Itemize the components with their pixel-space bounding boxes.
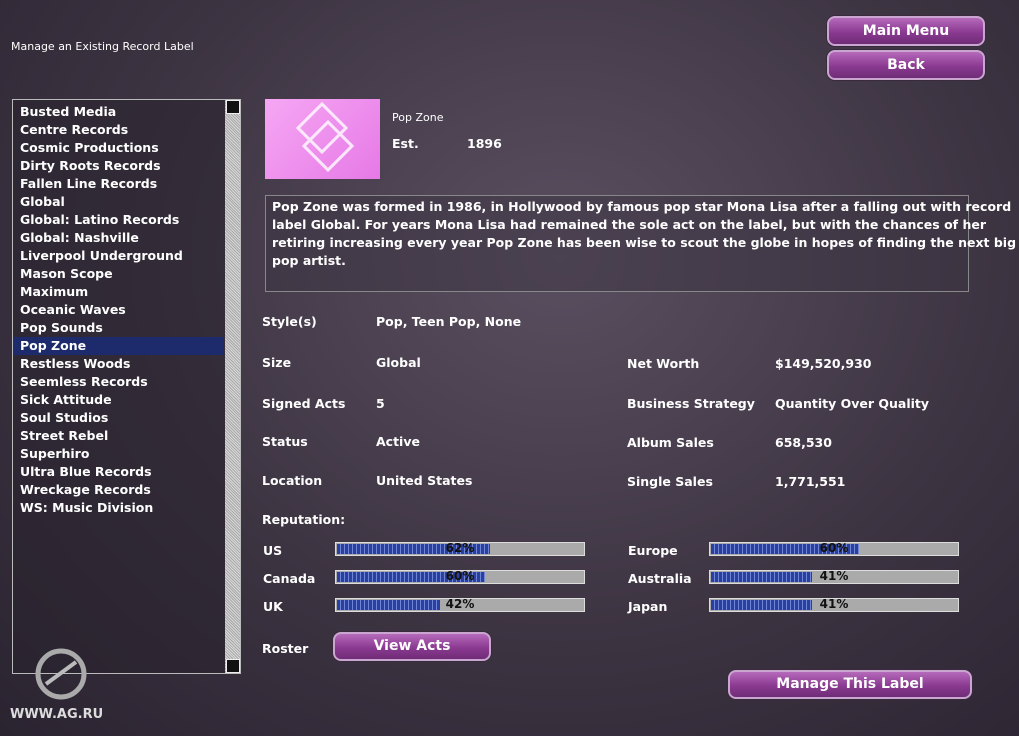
reputation-bar: 41% [709, 569, 959, 584]
reputation-bar: 42% [335, 597, 585, 612]
watermark: WWW.AG.RU [10, 707, 104, 722]
field-label: Location [262, 473, 323, 488]
reputation-title: Reputation: [262, 512, 346, 527]
label-name: Pop Zone [392, 111, 444, 124]
scroll-up[interactable] [226, 100, 240, 114]
field-label: Net Worth [627, 356, 700, 371]
field-value: 5 [376, 396, 385, 411]
label-item[interactable]: Oceanic Waves [20, 302, 126, 317]
reputation-bar: 41% [709, 597, 959, 612]
label-item[interactable]: Seemless Records [20, 374, 148, 389]
reputation-percent: 42% [445, 597, 475, 611]
label-item[interactable]: Restless Woods [20, 356, 131, 371]
label-item[interactable]: Soul Studios [20, 410, 109, 425]
reputation-percent: 62% [445, 541, 475, 555]
field-label: Album Sales [627, 435, 714, 450]
reputation-percent: 60% [819, 541, 849, 555]
label-item[interactable]: Global: Nashville [20, 230, 139, 245]
reputation-fill [711, 600, 812, 610]
label-item[interactable]: Pop Zone [13, 337, 224, 355]
scrollbar[interactable] [225, 100, 240, 673]
label-item[interactable]: Global: Latino Records [20, 212, 180, 227]
logo-mark [35, 648, 87, 700]
roster-label: Roster [262, 641, 309, 656]
field-label: Status [262, 434, 308, 449]
field-label: Style(s) [262, 314, 317, 329]
field-value: Active [376, 434, 420, 449]
label-item[interactable]: Global [20, 194, 65, 209]
est-label: Est. [392, 136, 419, 151]
scroll-down[interactable] [226, 659, 240, 673]
label-item[interactable]: Ultra Blue Records [20, 464, 152, 479]
label-item[interactable]: Superhiro [20, 446, 90, 461]
description-box: Pop Zone was formed in 1986, in Hollywoo… [265, 195, 1016, 292]
field-value: 1,771,551 [775, 474, 846, 489]
reputation-fill [711, 572, 812, 582]
reputation-percent: 41% [819, 569, 849, 583]
label-item[interactable]: Pop Sounds [20, 320, 103, 335]
label-item[interactable]: Wreckage Records [20, 482, 151, 497]
view-acts-button[interactable]: View Acts [333, 632, 491, 661]
reputation-fill [337, 600, 441, 610]
label-item[interactable]: Maximum [20, 284, 89, 299]
label-item[interactable]: Sick Attitude [20, 392, 112, 407]
label-item[interactable]: WS: Music Division [20, 500, 154, 515]
field-label: Single Sales [627, 474, 713, 489]
field-label: Business Strategy [627, 396, 755, 411]
field-value: Global [376, 355, 421, 370]
back-button[interactable]: Back [827, 50, 985, 80]
field-value: Quantity Over Quality [775, 396, 930, 411]
reputation-bar: 60% [709, 541, 959, 556]
label-list: Busted Media Centre Records Cosmic Product… [12, 99, 241, 674]
est-value: 1896 [467, 136, 502, 151]
region-name: Europe [628, 543, 678, 558]
main-menu-button[interactable]: Main Menu [827, 16, 985, 46]
reputation-bar: 60% [335, 569, 585, 584]
region-name: UK [263, 599, 283, 614]
manage-label-button[interactable]: Manage This Label [728, 670, 972, 699]
label-item[interactable]: Dirty Roots Records [20, 158, 161, 173]
description-line: label Global. For years Mona Lisa had re… [272, 217, 986, 232]
label-item[interactable]: Mason Scope [20, 266, 113, 281]
reputation-percent: 41% [819, 597, 849, 611]
region-name: Canada [263, 571, 316, 586]
logo-art [295, 101, 355, 173]
field-label: Signed Acts [262, 396, 346, 411]
page-title: Manage an Existing Record Label [11, 40, 194, 53]
description-line: Pop Zone was formed in 1986, in Hollywoo… [272, 199, 1012, 214]
reputation-bar: 62% [335, 541, 585, 556]
field-value: $149,520,930 [775, 356, 872, 371]
reputation-percent: 60% [445, 569, 475, 583]
region-name: Japan [628, 599, 668, 614]
reputation-fill [711, 544, 859, 554]
label-item[interactable]: Busted Media [20, 104, 117, 119]
reputation-fill [337, 544, 490, 554]
region-name: US [263, 543, 283, 558]
label-item[interactable]: Liverpool Underground [20, 248, 183, 263]
label-item[interactable]: Cosmic Productions [20, 140, 159, 155]
label-item[interactable]: Street Rebel [20, 428, 109, 443]
description-line: retiring increasing every year Pop Zone … [272, 235, 1017, 250]
field-value: United States [376, 473, 473, 488]
description-line: pop artist. [272, 253, 346, 268]
label-logo [265, 99, 380, 179]
label-item[interactable]: Fallen Line Records [20, 176, 158, 191]
label-item[interactable]: Centre Records [20, 122, 129, 137]
region-name: Australia [628, 571, 692, 586]
field-value: Pop, Teen Pop, None [376, 314, 522, 329]
field-label: Size [262, 355, 292, 370]
field-value: 658,530 [775, 435, 832, 450]
reputation-fill [337, 572, 485, 582]
